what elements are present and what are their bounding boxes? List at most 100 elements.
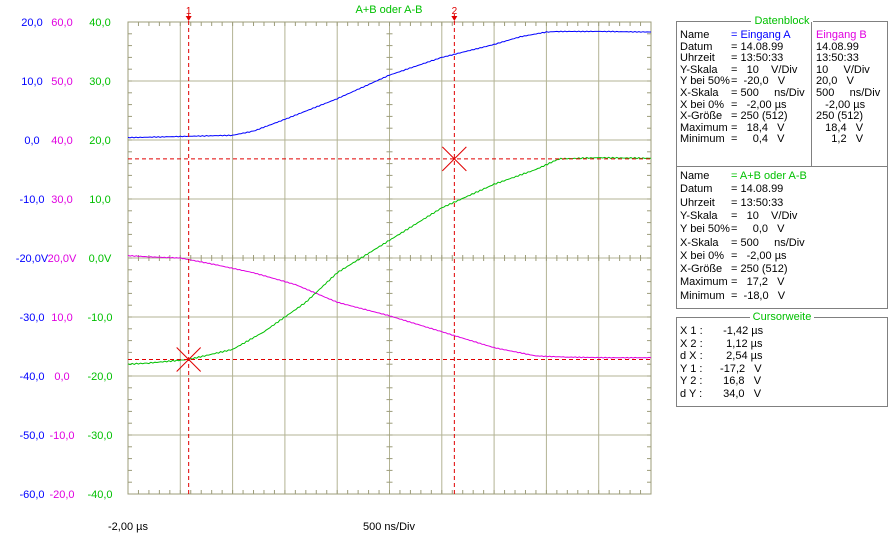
axis-a-tick-label: -50,0 (19, 430, 44, 442)
axis-math-tick-label: -20,0 (87, 371, 112, 383)
datenblock-column-divider (811, 22, 812, 166)
cursor-2-label: 2 (452, 6, 458, 17)
series-eingang-a (127, 30, 651, 139)
cursorweite-label: d X : (680, 350, 703, 363)
axis-b-tick-label: 20,0V (48, 253, 77, 265)
datenblock-value-a: = Eingang A (731, 29, 791, 41)
datenblock-label: X-Größe (680, 263, 723, 276)
datenblock-value-math: = 10 V/Div (731, 209, 798, 222)
axis-b-tick-label: 60,0 (51, 17, 72, 29)
cursor-1-handle-icon[interactable] (185, 16, 192, 21)
datenblock-value-a: = 18,4 V (731, 121, 785, 134)
axis-a-tick-label: -30,0 (19, 312, 44, 324)
axis-math-tick-label: 0,0V (89, 253, 112, 265)
plot-grid (127, 21, 652, 495)
datenblock-title: Datenblock (751, 15, 813, 27)
cursorweite-panel: Cursorweite X 1 : -1,42 µs X 2 : 1,12 µs d… (676, 311, 888, 407)
datenblock-label: Name (680, 29, 710, 41)
datenblock-value-a: = 250 (512) (731, 110, 788, 123)
datenblock-value-a: = 13:50:33 (731, 52, 784, 65)
datenblock-value-b: 250 (512) (816, 110, 864, 123)
datenblock-value-a: = 14.08.99 (731, 40, 784, 53)
cursor-1-cross (176, 347, 202, 372)
axis-labels: 20,0 10,0 0,0 -10,0 -20,0V -30,0 -40,0 -50,0 -60… (16, 17, 113, 501)
axis-math-tick-label: 30,0 (89, 76, 110, 88)
datenblock-label: Name (680, 170, 710, 182)
datenblock-value-math: = 13:50:33 (731, 196, 784, 209)
datenblock-value-math: = 500 ns/Div (731, 236, 805, 249)
cursorweite-label: Y 2 : (680, 375, 703, 388)
cursorweite-value: 2,54 µs (717, 350, 763, 363)
axis-math-tick-label: -10,0 (87, 312, 112, 324)
axis-b-tick-label: 50,0 (51, 76, 72, 88)
datenblock-label: X bei 0% (680, 249, 725, 262)
datenblock-value-a: = -2,00 µs (731, 98, 787, 111)
datenblock-value-math: = 14.08.99 (731, 183, 784, 196)
datenblock-value-b: 1,2 V (816, 133, 864, 146)
cursorweite-label: X 1 : (680, 325, 703, 337)
datenblock-label: Uhrzeit (680, 196, 715, 209)
datenblock-label: Y-Skala (680, 209, 718, 222)
x-start-label: -2,00 µs (108, 521, 148, 533)
datenblock-value-b: 14.08.99 (816, 40, 859, 53)
datenblock-label: Y bei 50% (680, 75, 730, 88)
datenblock-label: Minimum (680, 133, 725, 146)
datenblock-value-math: = 0,0 V (731, 223, 785, 236)
series-eingang-b (127, 254, 652, 359)
datenblock-label: Y bei 50% (680, 223, 730, 236)
axis-b-tick-label: 10,0 (51, 312, 72, 324)
cursorweite-title: Cursorweite (749, 311, 815, 323)
datenblock-value-a: = -20,0 V (731, 75, 786, 88)
datenblock-separator (677, 166, 887, 167)
datenblock-label: X-Größe (680, 110, 723, 123)
datenblock-label: X-Skala (680, 87, 719, 99)
axis-math-tick-label: 40,0 (89, 17, 110, 29)
datenblock-label: Minimum (680, 289, 725, 302)
datenblock-label: Maximum (680, 276, 728, 289)
datenblock-value-math: = A+B oder A-B (731, 170, 807, 182)
cursorweite-label: X 2 : (680, 337, 703, 350)
datenblock-value-b: 13:50:33 (816, 52, 859, 65)
datenblock-value-a: = 500 ns/Div (731, 87, 805, 99)
datenblock-label: X bei 0% (680, 98, 725, 111)
cursorweite-value: -17,2 V (717, 362, 762, 375)
axis-math-tick-label: 20,0 (89, 135, 110, 147)
chart-title: A+B oder A-B (356, 4, 423, 16)
axis-b-tick-label: -10,0 (49, 430, 74, 442)
cursor-2-handle-icon[interactable] (451, 16, 458, 21)
cursor-2-cross (441, 146, 467, 172)
axis-a-tick-label: -60,0 (19, 489, 44, 501)
axis-a-tick-label: -40,0 (19, 371, 44, 383)
datenblock-panel: Datenblock Name = Eingang A Eingang B Datum… (676, 15, 888, 309)
axis-a-tick-label: -20,0V (16, 253, 49, 265)
axis-b-tick-label: 40,0 (51, 135, 72, 147)
datenblock-value-b: 10 V/Div (816, 63, 870, 76)
datenblock-value-math: = 250 (512) (731, 263, 788, 276)
datenblock-label: Datum (680, 183, 713, 196)
datenblock-value-math: = -18,0 V (731, 289, 786, 302)
x-axis-label: 500 ns/Div (363, 521, 415, 533)
datenblock-value-b: 500 ns/Div (816, 87, 881, 99)
datenblock-label: Y-Skala (680, 63, 718, 76)
cursorweite-value: 34,0 V (717, 388, 762, 400)
cursorweite-value: 1,12 µs (717, 337, 763, 350)
axis-math-tick-label: -40,0 (87, 489, 112, 501)
datenblock-value-a: = 0,4 V (731, 133, 785, 146)
cursorweite-label: d Y : (680, 388, 703, 400)
axis-a-tick-label: 0,0 (24, 135, 39, 147)
datenblock-label: Uhrzeit (680, 52, 715, 65)
axis-b-tick-label: 30,0 (51, 194, 72, 206)
axis-b-tick-label: 0,0 (54, 371, 69, 383)
datenblock-value-b: -2,00 µs (816, 98, 866, 111)
datenblock-label: X-Skala (680, 236, 719, 249)
axis-math-tick-label: -30,0 (87, 430, 112, 442)
datenblock-value-math: = 17,2 V (731, 276, 785, 289)
datenblock-label: Maximum (680, 121, 728, 134)
datenblock-label: Datum (680, 40, 713, 53)
axis-b-tick-label: -20,0 (49, 489, 74, 501)
axis-a-tick-label: 20,0 (21, 17, 42, 29)
datenblock-value-a: = 10 V/Div (731, 63, 798, 76)
datenblock-value-b: 18,4 V (816, 121, 864, 134)
